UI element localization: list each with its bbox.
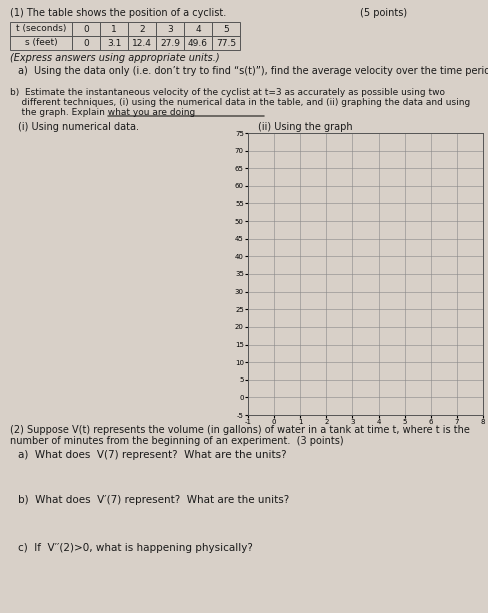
Bar bbox=[128, 22, 156, 36]
Text: (Express answers using appropriate units.): (Express answers using appropriate units… bbox=[10, 53, 219, 63]
Text: different techniques, (i) using the numerical data in the table, and (ii) graphi: different techniques, (i) using the nume… bbox=[10, 98, 469, 107]
Text: b)  What does  V′(7) represent?  What are the units?: b) What does V′(7) represent? What are t… bbox=[18, 495, 289, 505]
Text: 3: 3 bbox=[167, 25, 173, 34]
Text: (5 points): (5 points) bbox=[359, 8, 407, 18]
Bar bbox=[156, 36, 183, 50]
Text: 3.1: 3.1 bbox=[106, 39, 121, 47]
Text: (2) Suppose V(t) represents the volume (in gallons) of water in a tank at time t: (2) Suppose V(t) represents the volume (… bbox=[10, 425, 469, 435]
Text: a)  Using the data only (i.e. don’t try to find “s(t)”), find the average veloci: a) Using the data only (i.e. don’t try t… bbox=[18, 66, 488, 76]
Text: 0: 0 bbox=[83, 25, 89, 34]
Text: the graph. Explain what you are doing: the graph. Explain what you are doing bbox=[10, 108, 195, 117]
Text: (i) Using numerical data.: (i) Using numerical data. bbox=[18, 122, 139, 132]
Text: 77.5: 77.5 bbox=[216, 39, 236, 47]
Text: 5: 5 bbox=[223, 25, 228, 34]
Text: 0: 0 bbox=[83, 39, 89, 47]
Text: 12.4: 12.4 bbox=[132, 39, 152, 47]
Text: number of minutes from the beginning of an experiment.  (3 points): number of minutes from the beginning of … bbox=[10, 436, 343, 446]
Bar bbox=[10, 22, 72, 36]
Text: c)  If  V′′(2)>0, what is happening physically?: c) If V′′(2)>0, what is happening physic… bbox=[18, 543, 252, 553]
Bar bbox=[183, 36, 212, 50]
Text: (1) The table shows the position of a cyclist.: (1) The table shows the position of a cy… bbox=[10, 8, 226, 18]
Text: 2: 2 bbox=[139, 25, 144, 34]
Bar bbox=[10, 36, 72, 50]
Text: s (feet): s (feet) bbox=[24, 39, 57, 47]
Text: (ii) Using the graph: (ii) Using the graph bbox=[258, 122, 352, 132]
Bar bbox=[72, 36, 100, 50]
Bar bbox=[100, 36, 128, 50]
Text: 1: 1 bbox=[111, 25, 117, 34]
Bar bbox=[128, 36, 156, 50]
Bar bbox=[72, 22, 100, 36]
Bar bbox=[100, 22, 128, 36]
Bar bbox=[212, 36, 240, 50]
Bar bbox=[183, 22, 212, 36]
Text: 27.9: 27.9 bbox=[160, 39, 180, 47]
Text: t (seconds): t (seconds) bbox=[16, 25, 66, 34]
Text: b)  Estimate the instantaneous velocity of the cyclist at t=3 as accurately as p: b) Estimate the instantaneous velocity o… bbox=[10, 88, 444, 97]
Text: 49.6: 49.6 bbox=[187, 39, 207, 47]
Text: 4: 4 bbox=[195, 25, 201, 34]
Bar bbox=[156, 22, 183, 36]
Bar bbox=[212, 22, 240, 36]
Text: a)  What does  V(7) represent?  What are the units?: a) What does V(7) represent? What are th… bbox=[18, 450, 286, 460]
